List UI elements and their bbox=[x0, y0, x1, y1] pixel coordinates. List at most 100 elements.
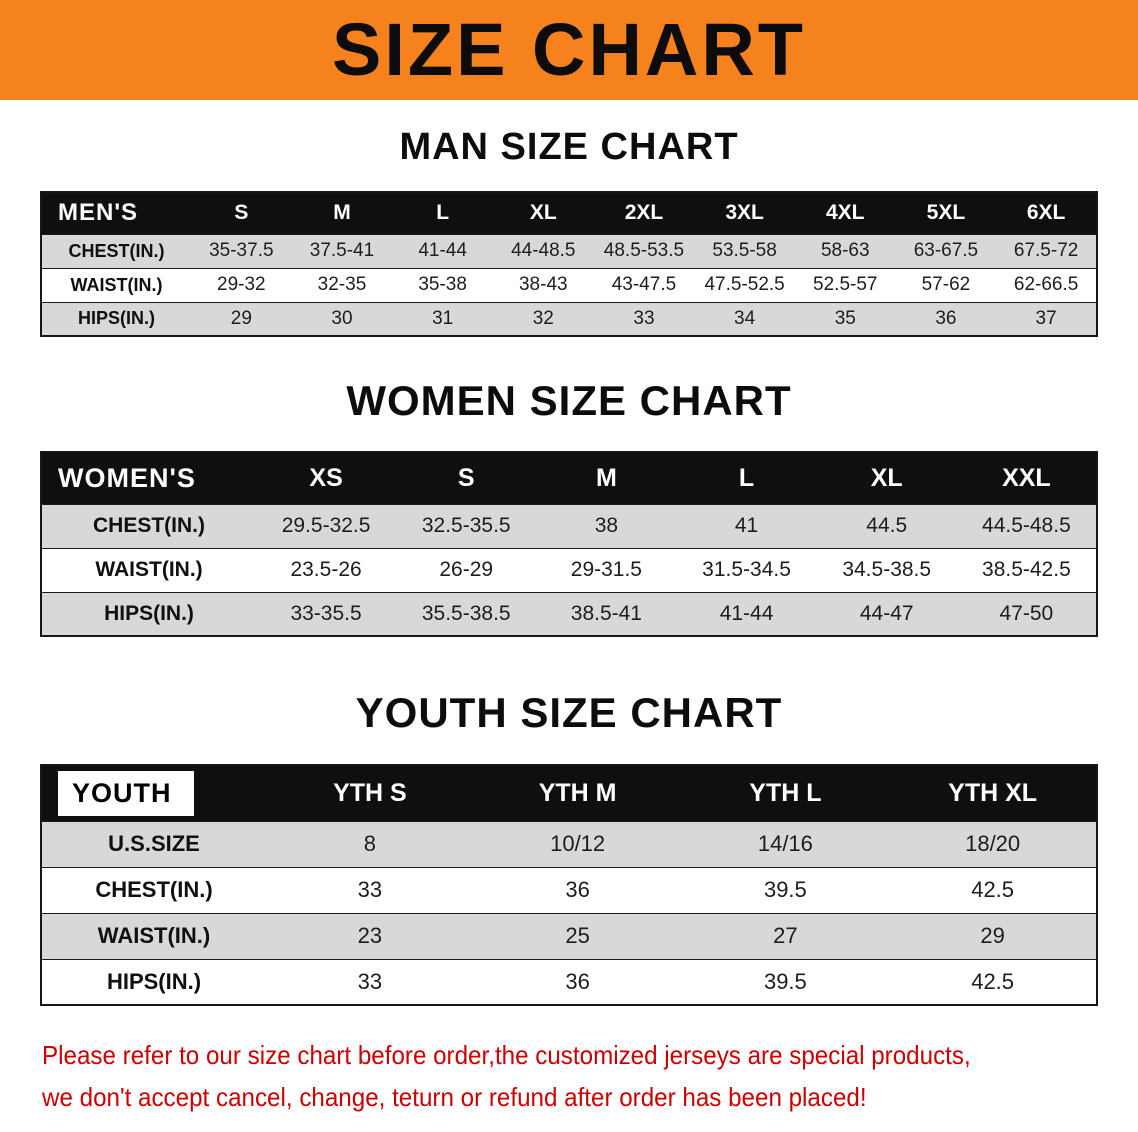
size-value: 44-48.5 bbox=[511, 240, 576, 261]
size-value: 44-47 bbox=[859, 601, 914, 625]
size-value: 29 bbox=[230, 307, 252, 329]
size-value: 29-31.5 bbox=[570, 558, 642, 581]
col-header: XL bbox=[492, 192, 594, 234]
size-value: 39.5 bbox=[763, 877, 807, 902]
women-header-row: WOMEN'S XS S M L XL XXL bbox=[41, 452, 1097, 504]
men-hips-row: HIPS(IN.) 29 30 31 32 33 34 35 36 37 bbox=[41, 302, 1097, 336]
col-header: S bbox=[396, 452, 537, 504]
col-header: XXL bbox=[956, 452, 1097, 504]
banner-title: SIZE CHART bbox=[332, 8, 806, 91]
women-waist-row: WAIST(IN.) 23.5-26 26-29 29-31.5 31.5-34… bbox=[41, 548, 1097, 592]
youth-ussize-row: U.S.SIZE 8 10/12 14/16 18/20 bbox=[41, 821, 1097, 867]
size-value: 31.5-34.5 bbox=[702, 558, 791, 581]
size-value: 25 bbox=[565, 923, 590, 948]
size-value: 38.5-41 bbox=[570, 601, 642, 625]
col-header: YTH XL bbox=[889, 765, 1097, 821]
size-value: 42.5 bbox=[971, 877, 1015, 902]
size-value: 33-35.5 bbox=[290, 601, 362, 625]
size-value: 41-44 bbox=[719, 601, 774, 625]
size-value: 36 bbox=[565, 968, 590, 994]
youth-waist-row: WAIST(IN.) 23 25 27 29 bbox=[41, 913, 1097, 959]
men-chest-row: CHEST(IN.) 35-37.5 37.5-41 41-44 44-48.5… bbox=[41, 234, 1097, 268]
size-value: 35.5-38.5 bbox=[421, 601, 511, 625]
size-value: 33 bbox=[357, 968, 383, 994]
women-size-table: WOMEN'S XS S M L XL XXL CHEST(IN.) 29.5-… bbox=[40, 451, 1098, 637]
size-chart-banner: SIZE CHART bbox=[0, 0, 1138, 100]
disclaimer-line-1: Please refer to our size chart before or… bbox=[42, 1040, 971, 1070]
youth-section-heading: YOUTH SIZE CHART bbox=[355, 689, 783, 736]
col-header: 4XL bbox=[794, 192, 896, 234]
size-value: 27 bbox=[773, 923, 798, 948]
size-value: 42.5 bbox=[971, 968, 1015, 994]
row-label: CHEST(IN.) bbox=[93, 514, 205, 537]
size-value: 39.5 bbox=[763, 968, 807, 994]
col-header: 5XL bbox=[895, 192, 997, 234]
size-value: 37 bbox=[1035, 307, 1057, 329]
youth-header-row: YOUTH YTH S YTH M YTH L YTH XL bbox=[41, 765, 1097, 821]
women-hips-row: HIPS(IN.) 33-35.5 35.5-38.5 38.5-41 41-4… bbox=[41, 592, 1097, 636]
size-value: 26-29 bbox=[439, 558, 494, 581]
size-value: 23.5-26 bbox=[290, 558, 362, 581]
col-header: 2XL bbox=[593, 192, 695, 234]
size-value: 33 bbox=[357, 877, 383, 902]
col-header: YTH L bbox=[681, 765, 890, 821]
size-value: 23 bbox=[357, 923, 383, 948]
row-label: HIPS(IN.) bbox=[106, 968, 202, 994]
size-value: 48.5-53.5 bbox=[603, 240, 685, 261]
women-section-heading: WOMEN SIZE CHART bbox=[346, 377, 792, 424]
size-value: 58-63 bbox=[820, 240, 870, 261]
size-value: 38-43 bbox=[518, 274, 568, 295]
row-label: WAIST(IN.) bbox=[97, 923, 211, 948]
size-value: 47.5-52.5 bbox=[704, 274, 785, 295]
disclaimer: Please refer to our size chart before or… bbox=[0, 1034, 1138, 1118]
row-label: WAIST(IN.) bbox=[95, 558, 203, 581]
size-value: 10/12 bbox=[550, 831, 606, 856]
col-header: L bbox=[676, 452, 817, 504]
size-value: 36 bbox=[565, 877, 590, 902]
size-value: 29-32 bbox=[217, 274, 266, 295]
size-value: 43-47.5 bbox=[611, 274, 677, 295]
col-header: L bbox=[392, 192, 493, 234]
col-header: S bbox=[191, 192, 292, 234]
size-value: 38.5-42.5 bbox=[982, 558, 1071, 581]
row-label: WAIST(IN.) bbox=[70, 274, 163, 295]
size-value: 18/20 bbox=[965, 831, 1021, 856]
youth-table-title-label: YOUTH bbox=[58, 770, 194, 816]
size-value: 36 bbox=[935, 307, 957, 329]
size-value: 41-44 bbox=[418, 240, 467, 261]
size-value: 30 bbox=[331, 307, 353, 329]
size-value: 53.5-58 bbox=[712, 240, 777, 261]
col-header: YTH M bbox=[473, 765, 682, 821]
size-value: 67.5-72 bbox=[1013, 240, 1079, 261]
col-header: YTH S bbox=[266, 765, 474, 821]
col-header: M bbox=[291, 192, 393, 234]
row-label: CHEST(IN.) bbox=[95, 877, 213, 902]
size-value: 32.5-35.5 bbox=[421, 514, 511, 537]
row-label: HIPS(IN.) bbox=[104, 601, 194, 625]
youth-hips-row: HIPS(IN.) 33 36 39.5 42.5 bbox=[41, 959, 1097, 1005]
row-label: CHEST(IN.) bbox=[68, 240, 165, 261]
size-value: 14/16 bbox=[757, 831, 813, 856]
size-value: 47-50 bbox=[999, 601, 1054, 625]
size-value: 29.5-32.5 bbox=[281, 514, 371, 537]
men-header-row: MEN'S S M L XL 2XL 3XL 4XL 5XL 6XL bbox=[41, 192, 1097, 234]
disclaimer-line-2: we don't accept cancel, change, teturn o… bbox=[42, 1082, 867, 1112]
size-value: 37.5-41 bbox=[309, 240, 375, 261]
size-value: 63-67.5 bbox=[913, 240, 979, 261]
youth-table-title: YOUTH bbox=[41, 765, 266, 821]
size-value: 52.5-57 bbox=[813, 274, 878, 295]
col-header: XS bbox=[256, 452, 397, 504]
youth-chest-row: CHEST(IN.) 33 36 39.5 42.5 bbox=[41, 867, 1097, 913]
col-header: XL bbox=[816, 452, 957, 504]
men-waist-row: WAIST(IN.) 29-32 32-35 35-38 38-43 43-47… bbox=[41, 268, 1097, 302]
col-header: M bbox=[536, 452, 677, 504]
size-value: 32 bbox=[532, 307, 554, 329]
size-value: 44.5 bbox=[866, 514, 908, 537]
size-value: 31 bbox=[432, 307, 454, 329]
youth-size-table: YOUTH YTH S YTH M YTH L YTH XL U.S.SIZE … bbox=[40, 764, 1098, 1006]
men-section-heading: MAN SIZE CHART bbox=[399, 126, 739, 168]
col-header: 6XL bbox=[996, 192, 1097, 234]
size-value: 29 bbox=[980, 923, 1005, 948]
row-label: HIPS(IN.) bbox=[77, 308, 155, 329]
size-value: 62-66.5 bbox=[1013, 274, 1079, 295]
